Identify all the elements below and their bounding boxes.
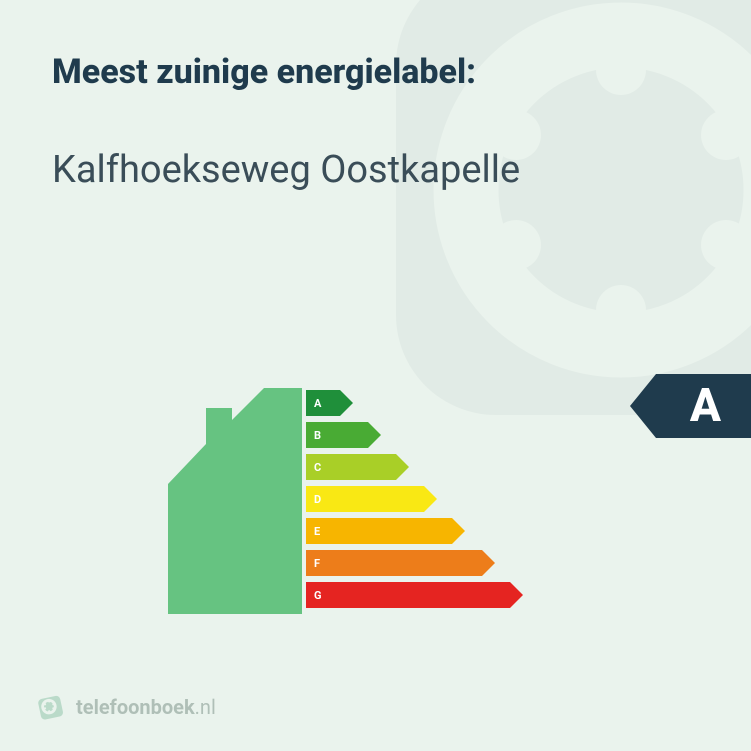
energy-bar-label: B: [314, 429, 321, 442]
brand-light: .nl: [195, 695, 216, 719]
energy-bar-b: B: [306, 422, 368, 448]
energy-bar-d: D: [306, 486, 424, 512]
energy-bar-label: E: [314, 525, 320, 538]
energy-bar-label: A: [314, 397, 321, 410]
energy-bar-e: E: [306, 518, 452, 544]
energy-bar-c: C: [306, 454, 396, 480]
brand-bold: telefoonboek: [76, 695, 195, 719]
energy-label-chart: A B C D E F G A: [0, 352, 751, 632]
footer-brand: telefoonboek.nl: [38, 693, 216, 721]
rating-value: A: [690, 379, 721, 433]
house-icon: [156, 388, 302, 614]
rating-badge: A: [656, 374, 751, 438]
page-title: Meest zuinige energielabel:: [52, 52, 699, 92]
brand-icon: [38, 693, 66, 721]
energy-bar-label: G: [314, 589, 322, 602]
brand-text: telefoonboek.nl: [76, 695, 216, 719]
energy-bar-g: G: [306, 582, 510, 608]
location-name: Kalfhoekseweg Oostkapelle: [52, 148, 699, 192]
energy-bar-a: A: [306, 390, 340, 416]
energy-bar-label: F: [314, 557, 320, 570]
energy-bar-label: D: [314, 493, 321, 506]
energy-bar-f: F: [306, 550, 482, 576]
energy-bar-label: C: [314, 461, 321, 474]
